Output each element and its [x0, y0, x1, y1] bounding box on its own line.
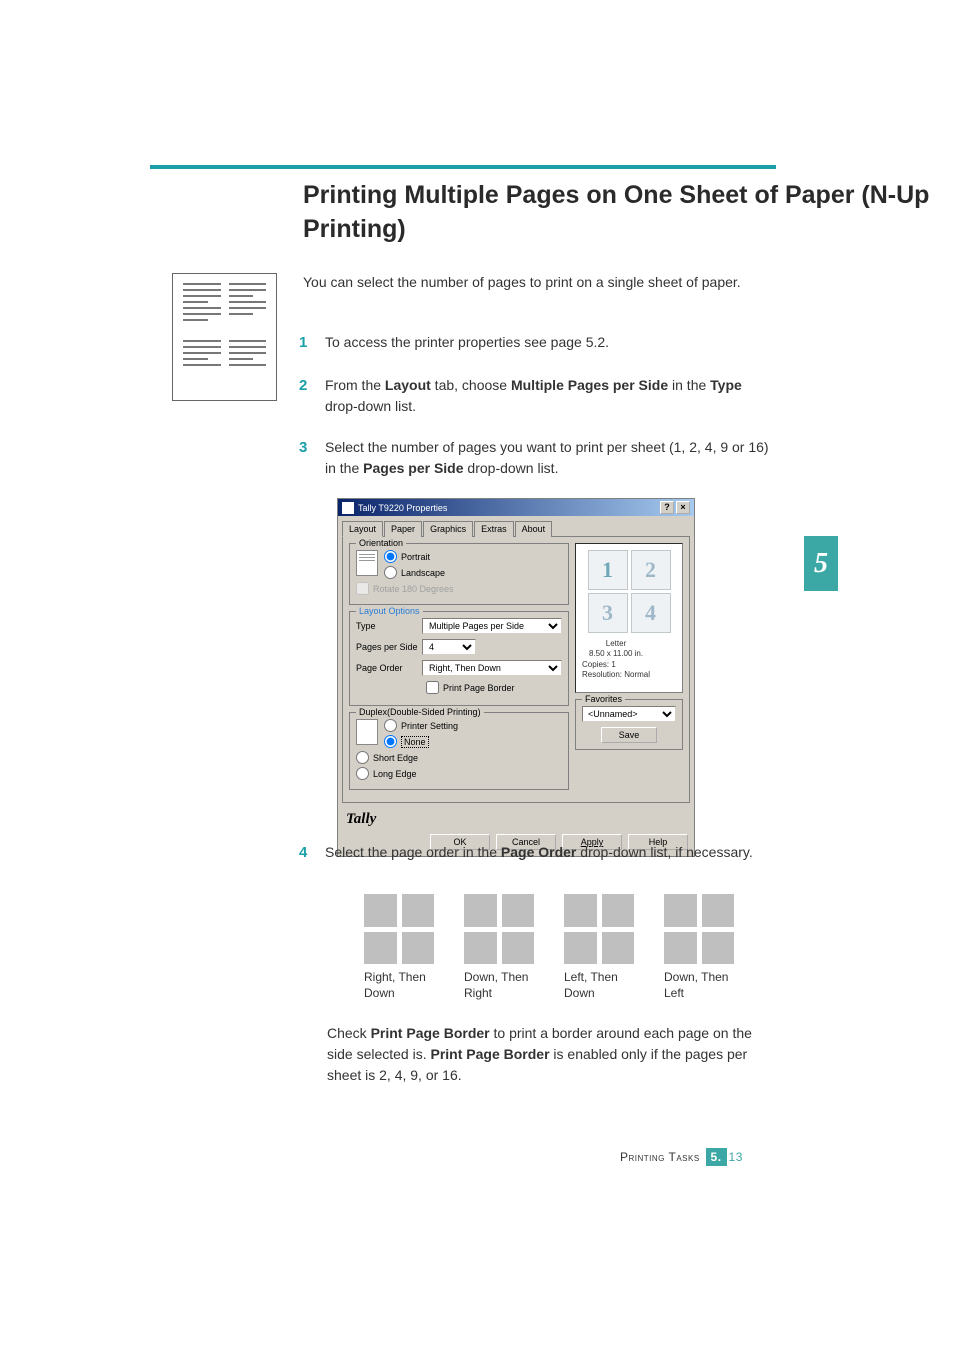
preview-cell: 2	[631, 550, 671, 590]
type-label: Type	[356, 621, 422, 631]
step-number: 4	[299, 842, 325, 865]
save-button[interactable]: Save	[601, 727, 657, 743]
footer-chapter: 5.	[706, 1148, 727, 1166]
pages-per-side-select[interactable]: 4	[422, 639, 476, 655]
close-button[interactable]: ×	[676, 501, 690, 514]
page-title: Printing Multiple Pages on One Sheet of …	[303, 179, 954, 247]
brand-label: Tally	[338, 807, 694, 832]
short-edge-radio[interactable]: Short Edge	[356, 751, 562, 764]
order-right-then-down: Right, Then Down	[364, 894, 442, 1001]
step-text: Select the page order in the Page Order …	[325, 842, 777, 863]
group-legend: Favorites	[582, 694, 625, 704]
group-legend: Duplex(Double-Sided Printing)	[356, 707, 484, 717]
page-order-label: Page Order	[356, 663, 422, 673]
step-3: 3 Select the number of pages you want to…	[299, 437, 777, 479]
orientation-icon	[356, 550, 378, 576]
tab-extras[interactable]: Extras	[474, 521, 514, 537]
print-page-border-checkbox[interactable]: Print Page Border	[356, 681, 562, 694]
page-footer: Printing Tasks 5.13	[620, 1148, 743, 1166]
duplex-group: Duplex(Double-Sided Printing) Printer Se…	[349, 712, 569, 790]
step-number: 1	[299, 332, 325, 355]
long-edge-radio[interactable]: Long Edge	[356, 767, 562, 780]
step-text: From the Layout tab, choose Multiple Pag…	[325, 375, 777, 417]
tab-paper[interactable]: Paper	[384, 521, 422, 537]
type-select[interactable]: Multiple Pages per Side	[422, 618, 562, 634]
group-legend: Orientation	[356, 538, 406, 548]
preview-cell: 1	[588, 550, 628, 590]
tab-strip: Layout Paper Graphics Extras About	[338, 516, 694, 536]
footer-section: Printing Tasks	[620, 1150, 700, 1164]
step-4: 4 Select the page order in the Page Orde…	[299, 842, 777, 885]
group-legend: Layout Options	[356, 606, 423, 616]
app-icon	[342, 502, 354, 514]
step-text: Select the number of pages you want to p…	[325, 437, 777, 479]
step-2: 2 From the Layout tab, choose Multiple P…	[299, 375, 777, 417]
dialog-screenshot: Tally T9220 Properties ? × Layout Paper …	[337, 498, 695, 857]
thumbnail-diagram	[172, 273, 277, 401]
step-number: 2	[299, 375, 325, 398]
paper-label: Letter	[582, 639, 650, 649]
rotate-checkbox[interactable]: Rotate 180 Degrees	[356, 582, 562, 595]
order-left-then-down: Left, Then Down	[564, 894, 642, 1001]
layout-options-group: Layout Options Type Multiple Pages per S…	[349, 611, 569, 706]
paper-size: 8.50 x 11.00 in.	[582, 649, 650, 659]
footer-page: 13	[729, 1150, 743, 1164]
step-1: 1 To access the printer properties see p…	[299, 332, 777, 355]
tab-layout[interactable]: Layout	[342, 521, 383, 537]
favorites-group: Favorites <Unnamed> Save	[575, 699, 683, 750]
step-list: 1 To access the printer properties see p…	[299, 332, 777, 499]
preview-cell: 4	[631, 593, 671, 633]
order-down-then-left: Down, Then Left	[664, 894, 742, 1001]
order-down-then-right: Down, Then Right	[464, 894, 542, 1001]
preview-panel: 1 2 3 4 Letter 8.50 x 11.00 in. Copies: …	[575, 543, 683, 693]
portrait-radio[interactable]: Portrait	[384, 550, 562, 563]
landscape-radio[interactable]: Landscape	[384, 566, 562, 579]
pages-per-side-label: Pages per Side	[356, 642, 422, 652]
step-text: To access the printer properties see pag…	[325, 332, 777, 353]
border-paragraph: Check Print Page Border to print a borde…	[327, 1023, 777, 1086]
page-order-diagram: Right, Then Down Down, Then Right Left, …	[364, 894, 742, 1001]
dialog-title: Tally T9220 Properties	[358, 503, 447, 513]
resolution-label: Resolution: Normal	[582, 670, 650, 680]
favorites-select[interactable]: <Unnamed>	[582, 706, 676, 722]
chapter-badge: 5	[804, 536, 838, 591]
tab-about[interactable]: About	[515, 521, 553, 537]
intro-text: You can select the number of pages to pr…	[303, 272, 773, 292]
preview-cell: 3	[588, 593, 628, 633]
page-order-select[interactable]: Right, Then Down	[422, 660, 562, 676]
printer-setting-radio[interactable]: Printer Setting	[384, 719, 562, 732]
dialog-titlebar: Tally T9220 Properties ? ×	[338, 499, 694, 516]
duplex-icon	[356, 719, 378, 745]
help-button[interactable]: ?	[660, 501, 674, 514]
copies-label: Copies: 1	[582, 660, 650, 670]
none-radio[interactable]: None	[384, 735, 562, 748]
orientation-group: Orientation Portrait Landscape Rotate 18…	[349, 543, 569, 605]
step-number: 3	[299, 437, 325, 460]
top-divider	[150, 165, 776, 169]
tab-graphics[interactable]: Graphics	[423, 521, 473, 537]
